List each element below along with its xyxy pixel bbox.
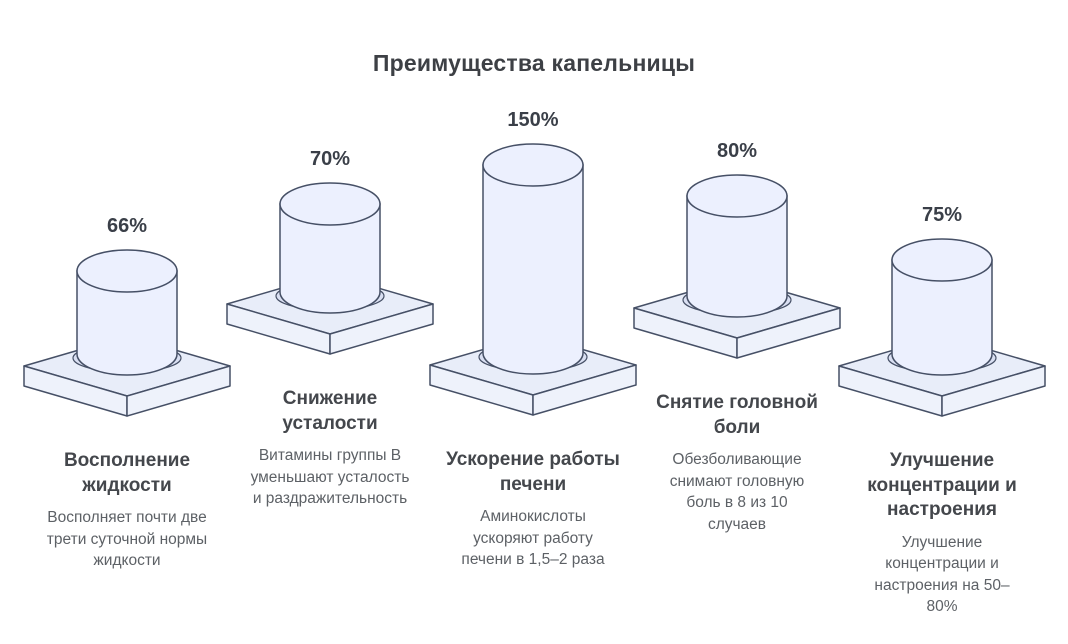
benefit-title: Ускорение работы печени xyxy=(446,449,620,495)
cylinder-graphic xyxy=(633,174,841,359)
benefit-column-fluid: 66% Восполнение жидкости Восполняет почт… xyxy=(21,214,233,572)
value-label: 75% xyxy=(921,204,963,226)
benefit-title: Восполнение жидкости xyxy=(63,450,191,496)
benefit-column-fatigue: 70% Снижение усталости Витамины группы В… xyxy=(224,147,436,510)
cylinder-graphic xyxy=(838,238,1046,417)
value-label: 70% xyxy=(309,148,351,170)
cylinder-graphic xyxy=(23,249,231,417)
cylinder-graphic xyxy=(226,182,434,355)
benefit-column-mood: 75% Улучшение концентрации и настроения … xyxy=(836,203,1048,618)
benefit-description: Обезболивающие снимают головную боль в 8… xyxy=(669,451,805,533)
benefit-title: Снижение усталости xyxy=(282,388,378,434)
benefit-title: Снятие головной боли xyxy=(656,392,818,438)
benefit-description: Витамины группы В уменьшают усталость и … xyxy=(250,447,410,508)
benefit-column-liver: 150% Ускорение работы печени Аминокислот… xyxy=(427,108,639,571)
benefit-description: Аминокислоты ускоряют работу печени в 1,… xyxy=(461,508,605,569)
value-label: 66% xyxy=(106,215,148,237)
page-title: Преимущества капельницы xyxy=(372,50,696,76)
value-label: 80% xyxy=(716,140,758,162)
value-label: 150% xyxy=(507,109,559,131)
benefit-description: Восполняет почти две трети суточной норм… xyxy=(46,509,208,570)
cylinder-graphic xyxy=(429,143,637,416)
benefit-description: Улучшение концентрации и настроения на 5… xyxy=(874,534,1010,616)
benefit-title: Улучшение концентрации и настроения xyxy=(867,450,1017,521)
benefit-column-headache: 80% Снятие головной боли Обезболивающие … xyxy=(631,139,843,535)
